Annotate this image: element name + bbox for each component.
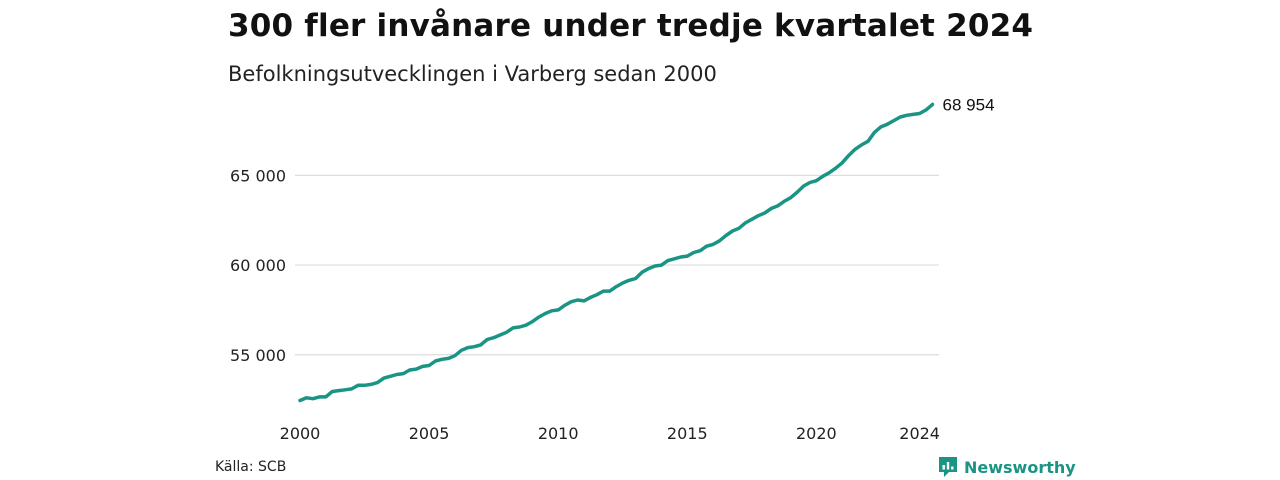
chart-subtitle: Befolkningsutvecklingen i Varberg sedan …	[228, 62, 717, 86]
end-value-label: 68 954	[943, 95, 995, 114]
y-axis-ticks: 55 000 60 000 65 000	[230, 166, 286, 364]
series-line	[298, 102, 935, 403]
x-tick-label: 2010	[538, 424, 579, 443]
y-tick-label: 55 000	[230, 346, 286, 365]
x-tick-label: 2015	[667, 424, 708, 443]
series-layer	[298, 102, 935, 403]
gridlines	[295, 174, 939, 356]
chart-title: 300 fler invånare under tredje kvartalet…	[228, 8, 1034, 44]
brand-name: Newsworthy	[964, 457, 1076, 477]
y-tick-label: 60 000	[230, 256, 286, 275]
brand-logo[interactable]: Newsworthy	[938, 456, 1076, 478]
x-tick-label: 2020	[796, 424, 837, 443]
source-note: Källa: SCB	[215, 459, 287, 475]
x-tick-label: 2005	[409, 424, 450, 443]
x-tick-label: 2024	[899, 424, 940, 443]
newsworthy-logo-icon	[939, 457, 957, 477]
x-tick-label: 2000	[280, 424, 321, 443]
end-label-layer: 68 954	[943, 95, 995, 114]
y-tick-label: 65 000	[230, 166, 286, 185]
x-axis-ticks: 2000 2005 2010 2015 2020 2024	[280, 424, 940, 443]
